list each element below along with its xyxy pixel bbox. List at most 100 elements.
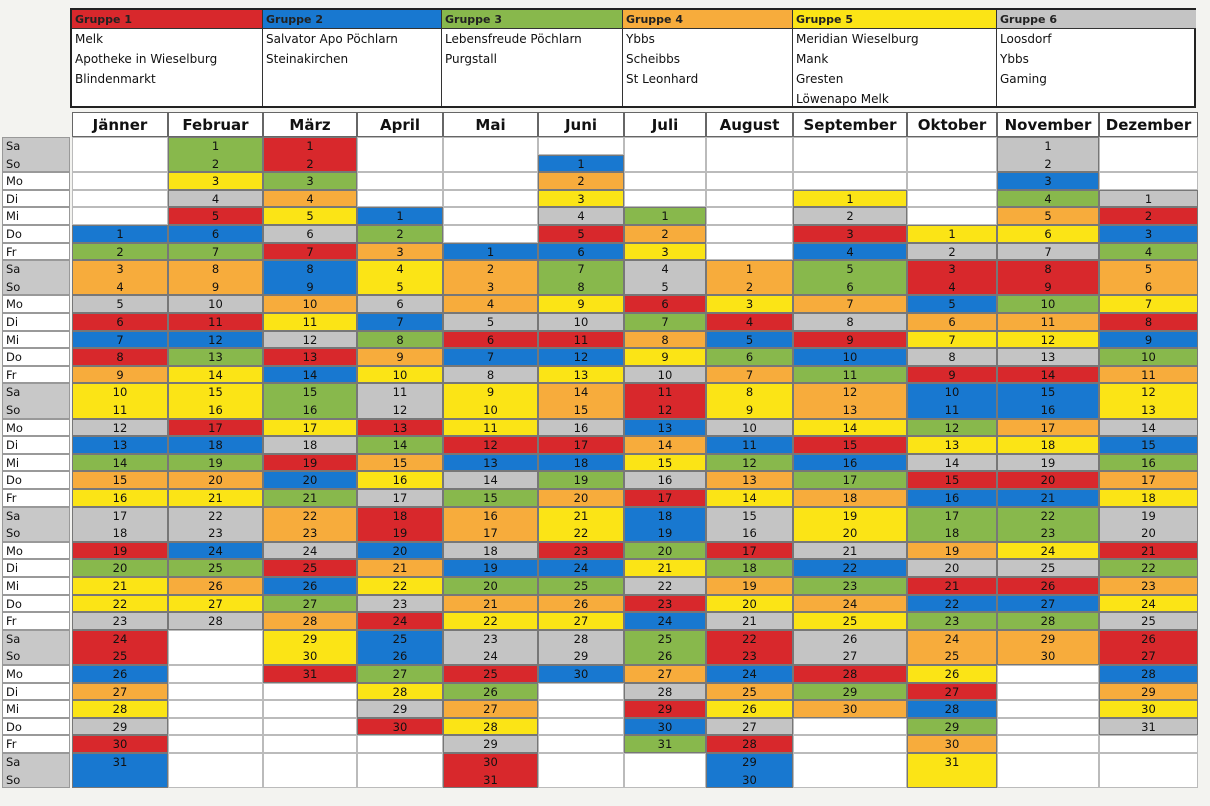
day-number: 5 [846, 262, 854, 277]
day-cell: 7 [1099, 295, 1198, 313]
day-number: 1 [745, 262, 754, 277]
group-title: Gruppe 1 [72, 10, 262, 29]
day-number: 24 [657, 614, 673, 629]
day-cell: 1 [1099, 189, 1198, 208]
day-cell: 15 [793, 436, 907, 454]
weekday-text: Fr [6, 244, 17, 259]
day-number: 14 [573, 385, 589, 400]
day-number: 17 [573, 438, 589, 453]
day-number: 6 [577, 244, 585, 259]
day-cell: 4 [263, 189, 357, 208]
day-number: 29 [112, 719, 128, 734]
day-cell: 26 [443, 682, 538, 701]
day-cell: 11 [997, 313, 1099, 331]
day-cell: 22 [793, 559, 907, 577]
day-number: 27 [392, 667, 408, 681]
month-header: Februar [168, 112, 263, 137]
day-number: 11 [112, 402, 128, 417]
day-cell: 22 [624, 577, 706, 595]
day-cell: 10 [1099, 348, 1198, 366]
day-number: 10 [573, 315, 589, 329]
day-cell: 21 22 [538, 506, 624, 542]
day-number: 15 [944, 473, 960, 488]
group-member: Ybbs [1000, 52, 1029, 66]
day-cell: 28 [263, 612, 357, 630]
day-cell: 9 [72, 365, 168, 384]
day-cell: 24 25 [907, 629, 997, 665]
day-cell: 18 [706, 559, 793, 577]
day-number: 18 [483, 543, 498, 558]
day-number: 12 [742, 455, 757, 470]
day-cell: 12 [997, 330, 1099, 349]
day-number: 23 [742, 649, 757, 664]
day-number: 10 [392, 367, 408, 382]
day-cell: 23 [538, 541, 624, 560]
day-cell: 25 [997, 559, 1099, 577]
day-number: 23 [842, 579, 858, 593]
day-cell: 29 [793, 682, 907, 701]
day-cell: 21 [793, 541, 907, 560]
day-number: 23 [392, 596, 408, 611]
day-number: 25 [112, 649, 128, 664]
weekday-text: Sa [6, 139, 21, 153]
day-cell: 29 30 [263, 629, 357, 665]
month-header: Jänner [72, 112, 168, 137]
weekday-text: Fr [6, 737, 17, 752]
day-cell: 19 20 [1099, 506, 1198, 542]
day-cell: 5 [72, 295, 168, 313]
day-number: 10 [483, 402, 498, 417]
day-cell: 4 [1099, 242, 1198, 261]
day-number: 3 [948, 262, 956, 277]
day-number: 22 [112, 596, 128, 611]
day-cell: 3 [624, 242, 706, 261]
day-number: 20 [1141, 526, 1156, 541]
day-cell: 10 [357, 365, 443, 384]
day-number: 4 [396, 262, 404, 277]
group-member: Löwenapo Melk [796, 92, 889, 106]
day-cell: 21 [624, 559, 706, 577]
day-number: 19 [842, 508, 858, 523]
day-cell: 9 [907, 365, 997, 384]
day-number: 7 [745, 367, 754, 382]
day-cell: 30 [907, 735, 997, 753]
day-cell: 19 [168, 453, 263, 472]
day-number: 1 [661, 209, 669, 224]
group-legend: Gruppe 1 Melk Apotheke in Wieselburg Blinde… [70, 8, 1196, 108]
weekday-label: Mi [2, 453, 70, 472]
day-cell: 15 [624, 453, 706, 472]
day-number: 11 [944, 402, 960, 417]
day-cell: 5 [997, 207, 1099, 225]
day-cell: 3 [706, 295, 793, 313]
day-number: 17 [944, 508, 960, 523]
day-cell: 27 [997, 594, 1099, 613]
empty-cell [72, 137, 168, 173]
day-number: 4 [577, 209, 585, 224]
day-number: 9 [116, 367, 124, 382]
day-cell: 29 [624, 700, 706, 718]
day-number: 24 [1141, 596, 1156, 611]
day-number: 8 [846, 315, 854, 329]
day-cell: 17 [997, 418, 1099, 437]
day-number: 15 [1040, 385, 1056, 400]
day-cell: 16 [1099, 453, 1198, 472]
day-number: 21 [112, 579, 128, 593]
day-cell: 30 [538, 665, 624, 683]
weekday-text: Mo [6, 174, 23, 189]
day-number: 11 [657, 385, 673, 400]
day-number: 20 [1040, 473, 1056, 488]
day-number: 18 [842, 491, 858, 505]
weekday-label: Fr [2, 365, 70, 384]
day-cell: 20 [443, 577, 538, 595]
day-number: 20 [573, 491, 589, 505]
day-cell: 18 [793, 489, 907, 507]
day-cell: 22 23 [706, 629, 793, 665]
day-cell: 13 [997, 348, 1099, 366]
day-number: 15 [112, 473, 128, 488]
weekday-text: So [6, 279, 21, 294]
day-cell: 10 [793, 348, 907, 366]
day-number: 9 [306, 279, 314, 294]
day-number: 4 [116, 279, 124, 294]
day-cell: 26 [907, 665, 997, 683]
